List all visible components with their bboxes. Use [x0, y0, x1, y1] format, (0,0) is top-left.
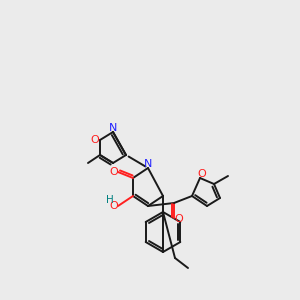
Text: N: N: [109, 123, 117, 133]
Text: H: H: [106, 195, 114, 205]
Text: O: O: [175, 214, 183, 224]
Text: O: O: [91, 135, 99, 145]
Text: N: N: [144, 159, 152, 169]
Text: O: O: [198, 169, 206, 179]
Text: O: O: [110, 201, 118, 211]
Text: O: O: [110, 167, 118, 177]
